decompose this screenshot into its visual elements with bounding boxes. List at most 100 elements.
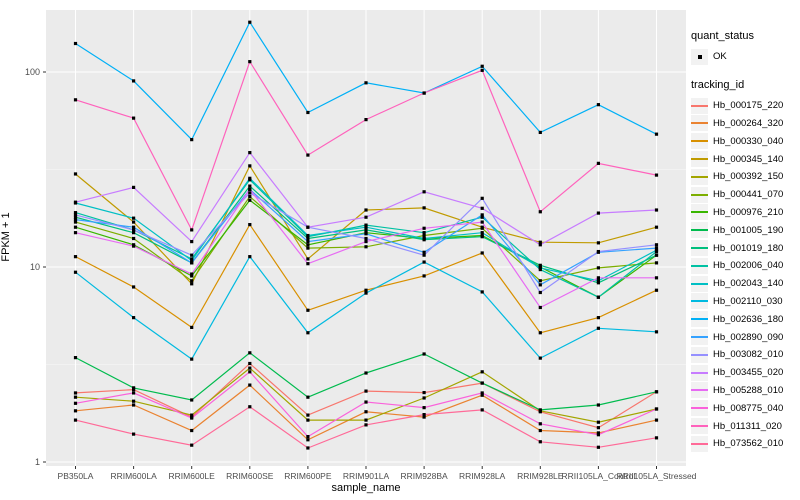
data-point-Hb_002006_040 bbox=[596, 295, 600, 299]
series-swatch-icon bbox=[691, 133, 708, 150]
legend-item-Hb_001005_190: Hb_001005_190 bbox=[691, 221, 799, 239]
data-point-Hb_002890_090 bbox=[190, 261, 194, 265]
data-point-Hb_000330_040 bbox=[422, 274, 426, 278]
data-point-Hb_002110_030 bbox=[248, 255, 252, 259]
legend-item-Hb_000264_320: Hb_000264_320 bbox=[691, 115, 799, 133]
data-point-Hb_001005_190 bbox=[480, 381, 484, 385]
data-point-Hb_011311_020 bbox=[248, 60, 252, 64]
legend-item-Hb_000345_140: Hb_000345_140 bbox=[691, 150, 799, 168]
data-point-Hb_002110_030 bbox=[480, 290, 484, 294]
series-swatch-icon bbox=[691, 97, 708, 114]
data-point-Hb_000976_210 bbox=[306, 243, 310, 247]
data-point-Hb_000345_140 bbox=[132, 220, 136, 224]
data-point-Hb_002636_180 bbox=[654, 132, 659, 136]
data-point-Hb_002110_030 bbox=[73, 270, 78, 274]
data-point-Hb_005288_010 bbox=[596, 276, 600, 280]
legend: quant_status OK tracking_id Hb_000175_22… bbox=[691, 30, 799, 453]
legend-item-label: Hb_000392_150 bbox=[713, 171, 784, 183]
data-point-Hb_002043_140 bbox=[132, 216, 136, 220]
data-point-Hb_000330_040 bbox=[480, 251, 484, 255]
data-point-Hb_008775_040 bbox=[190, 416, 194, 420]
data-point-Hb_000330_040 bbox=[306, 308, 310, 312]
data-point-Hb_003082_010 bbox=[538, 290, 542, 295]
legend-item-label: Hb_002636_180 bbox=[713, 313, 784, 325]
series-swatch-icon bbox=[691, 204, 708, 221]
data-point-Hb_000392_150 bbox=[364, 418, 368, 422]
data-point-Hb_011311_020 bbox=[538, 210, 542, 214]
data-point-Hb_073562_010 bbox=[538, 440, 542, 444]
x-tick-label: RRIM928LE bbox=[517, 471, 564, 481]
data-point-Hb_003455_020 bbox=[654, 208, 659, 212]
data-point-Hb_000441_070 bbox=[190, 279, 194, 283]
data-point-Hb_005288_010 bbox=[73, 231, 78, 235]
data-point-Hb_001005_190 bbox=[132, 386, 136, 390]
legend-item-label: Hb_002110_030 bbox=[713, 295, 783, 307]
series-swatch-icon bbox=[691, 293, 708, 310]
data-point-Hb_003082_010 bbox=[190, 253, 194, 257]
data-point-Hb_003082_010 bbox=[73, 213, 78, 217]
data-point-Hb_002636_180 bbox=[306, 110, 310, 115]
legend-item-Hb_011311_020: Hb_011311_020 bbox=[691, 417, 799, 435]
data-point-Hb_073562_010 bbox=[480, 408, 484, 412]
data-point-Hb_000175_220 bbox=[364, 389, 368, 393]
data-point-Hb_000264_320 bbox=[538, 428, 542, 433]
data-point-Hb_000264_320 bbox=[132, 403, 136, 407]
data-point-Hb_002636_180 bbox=[190, 138, 194, 142]
series-swatch-icon bbox=[691, 151, 708, 168]
data-point-Hb_000264_320 bbox=[73, 409, 78, 413]
data-point-Hb_002043_140 bbox=[480, 231, 484, 235]
series-swatch-icon bbox=[691, 435, 708, 452]
legend-item-Hb_000330_040: Hb_000330_040 bbox=[691, 132, 799, 150]
data-point-Hb_000441_070 bbox=[596, 266, 600, 270]
legend-item-label: Hb_000976_210 bbox=[713, 206, 784, 218]
data-point-Hb_000441_070 bbox=[132, 236, 136, 241]
data-point-Hb_003455_020 bbox=[538, 243, 542, 247]
data-point-Hb_000976_210 bbox=[73, 225, 78, 229]
data-point-Hb_003455_020 bbox=[480, 206, 484, 210]
series-swatch-icon bbox=[691, 364, 708, 381]
data-point-Hb_000345_140 bbox=[538, 240, 542, 244]
legend-item-Hb_002006_040: Hb_002006_040 bbox=[691, 257, 799, 275]
data-point-Hb_073562_010 bbox=[364, 423, 368, 427]
data-point-Hb_001019_180 bbox=[306, 236, 310, 241]
data-point-Hb_000441_070 bbox=[654, 261, 659, 265]
data-point-Hb_002636_180 bbox=[480, 64, 484, 68]
legend-item-label: Hb_011311_020 bbox=[713, 420, 782, 432]
data-point-Hb_000441_070 bbox=[248, 194, 252, 199]
data-point-Hb_002006_040 bbox=[422, 231, 426, 235]
data-point-Hb_000392_150 bbox=[248, 366, 252, 370]
legend-item-label: Hb_000264_320 bbox=[713, 117, 784, 129]
data-point-Hb_000175_220 bbox=[306, 413, 310, 417]
data-point-Hb_002043_140 bbox=[654, 248, 659, 252]
data-point-Hb_001019_180 bbox=[248, 184, 252, 188]
series-swatch-icon bbox=[691, 240, 708, 257]
data-point-Hb_000175_220 bbox=[73, 391, 78, 395]
data-point-Hb_000330_040 bbox=[364, 288, 368, 292]
y-tick-label: 10 bbox=[30, 262, 40, 272]
x-tick-label: RRIM600PE bbox=[284, 471, 332, 481]
data-point-Hb_011311_020 bbox=[654, 173, 659, 177]
data-point-Hb_003082_010 bbox=[596, 249, 600, 254]
data-point-Hb_002890_090 bbox=[364, 232, 368, 236]
data-point-Hb_002110_030 bbox=[190, 357, 194, 361]
data-point-Hb_000175_220 bbox=[248, 361, 252, 366]
data-point-Hb_003455_020 bbox=[73, 200, 78, 204]
data-point-Hb_002890_090 bbox=[654, 246, 659, 250]
data-point-Hb_003082_010 bbox=[422, 253, 426, 257]
data-point-Hb_002006_040 bbox=[538, 267, 542, 272]
legend-item-Hb_002043_140: Hb_002043_140 bbox=[691, 275, 799, 293]
data-point-Hb_000330_040 bbox=[596, 316, 600, 320]
data-point-Hb_011311_020 bbox=[364, 118, 368, 122]
data-point-Hb_000392_150 bbox=[480, 370, 484, 374]
data-point-Hb_002636_180 bbox=[132, 79, 136, 83]
data-point-Hb_005288_010 bbox=[190, 272, 194, 276]
data-point-Hb_002636_180 bbox=[538, 130, 542, 135]
data-point-Hb_001005_190 bbox=[596, 403, 600, 407]
series-swatch-icon bbox=[691, 168, 708, 185]
data-point-Hb_008775_040 bbox=[306, 434, 310, 439]
y-tick-label: 1 bbox=[35, 457, 40, 467]
series-swatch-icon bbox=[691, 311, 708, 328]
data-point-Hb_000976_210 bbox=[190, 274, 194, 278]
data-point-Hb_000175_220 bbox=[422, 390, 426, 395]
data-point-Hb_000345_140 bbox=[654, 225, 659, 229]
